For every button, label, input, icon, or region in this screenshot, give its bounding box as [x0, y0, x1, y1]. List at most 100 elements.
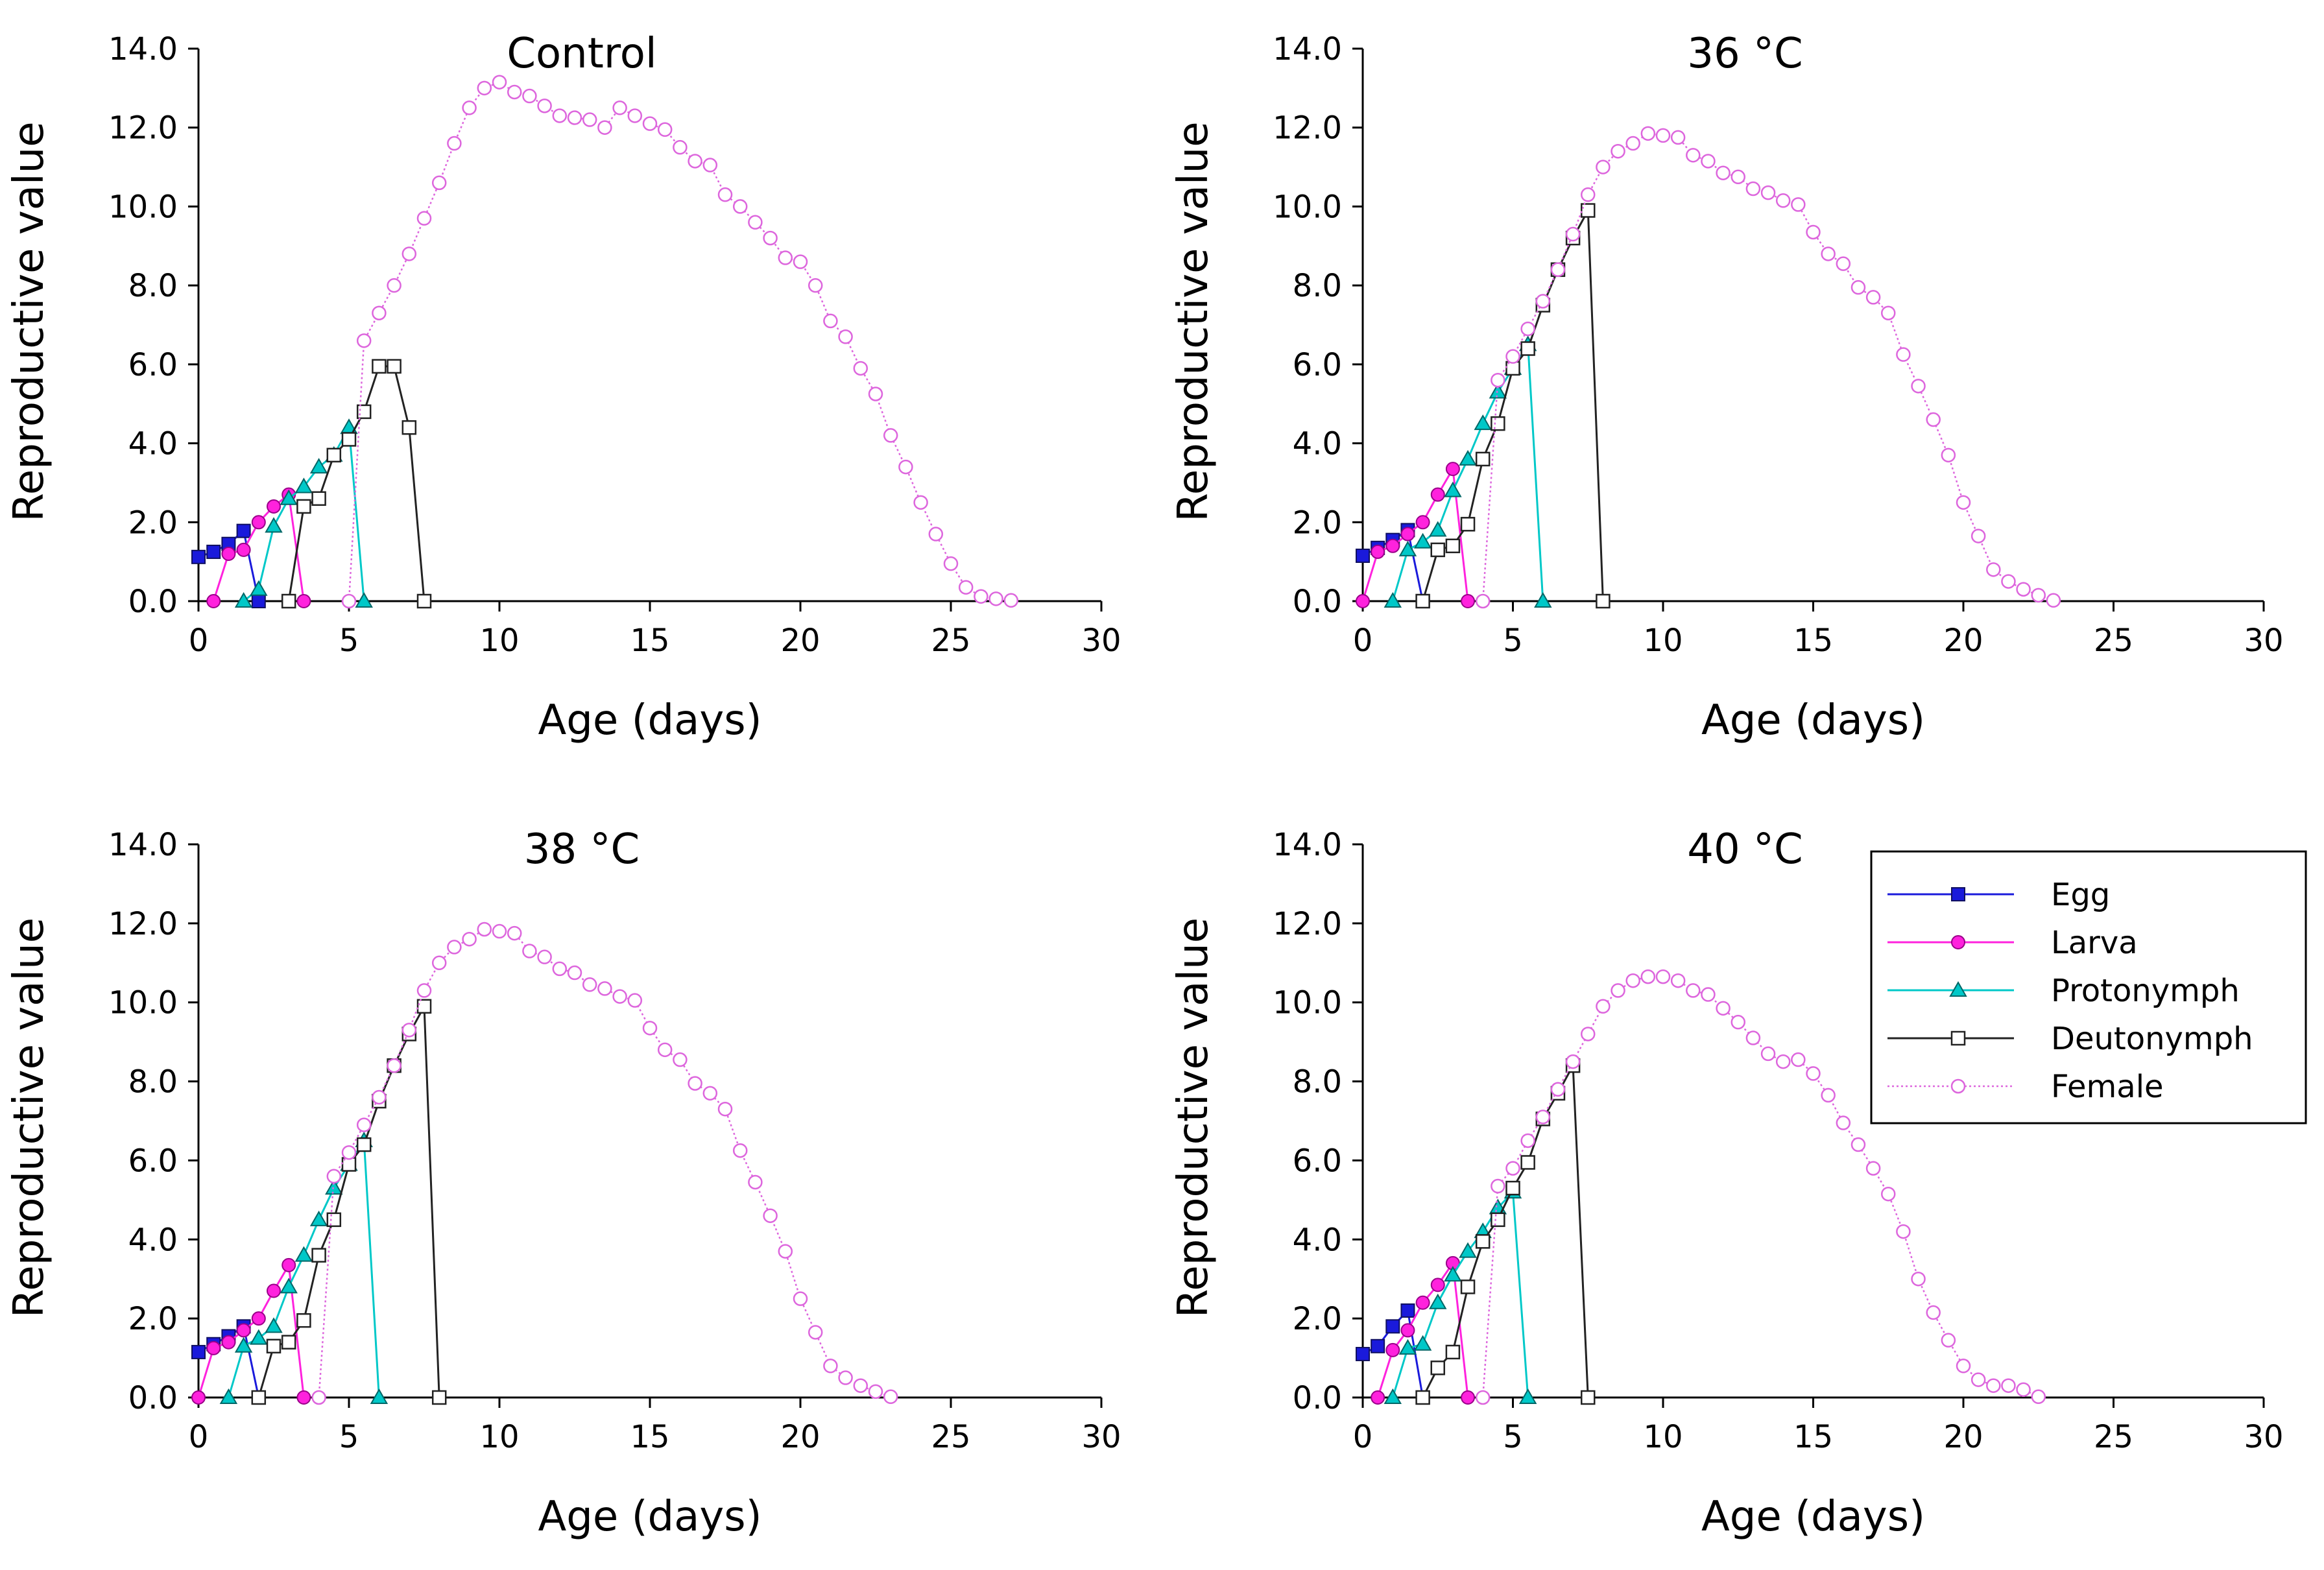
- female-point: [2046, 593, 2061, 608]
- female-point: [702, 1086, 718, 1101]
- deutonymph-point: [372, 359, 387, 374]
- female-point: [1806, 224, 1821, 240]
- female-point: [1655, 128, 1671, 143]
- protonymph-point: [234, 591, 253, 608]
- protonymph-point: [294, 477, 313, 494]
- female-point: [1625, 973, 1640, 988]
- female-point: [387, 278, 401, 293]
- female-point: [522, 944, 537, 958]
- larva-point: [1371, 1390, 1385, 1405]
- legend-marker-female: [1950, 1078, 1966, 1094]
- female-point: [778, 250, 793, 265]
- female-point: [1865, 1161, 1881, 1176]
- female-point: [1520, 321, 1535, 337]
- series-deutonymph: [1415, 1058, 1596, 1405]
- egg-point: [191, 549, 206, 564]
- y-tick-label: 2.0: [1293, 505, 1342, 541]
- y-tick-label: 4.0: [128, 426, 178, 462]
- female-point: [477, 922, 492, 937]
- female-point: [597, 120, 612, 135]
- female-point: [567, 110, 582, 125]
- female-point: [778, 1244, 793, 1259]
- x-tick-label: 25: [2094, 1419, 2133, 1455]
- legend-label-female: Female: [2051, 1069, 2164, 1105]
- egg-point: [236, 523, 251, 538]
- female-point: [1745, 1030, 1761, 1045]
- protonymph-point: [309, 458, 328, 474]
- x-tick-label: 5: [1503, 623, 1523, 659]
- x-tick-label: 15: [1793, 1419, 1833, 1455]
- female-point: [356, 333, 372, 348]
- protonymph-point: [1398, 540, 1417, 556]
- deutonymph-point: [1581, 1390, 1596, 1405]
- x-tick-label: 25: [931, 623, 970, 659]
- legend-label-protonymph: Protonymph: [2051, 973, 2240, 1009]
- larva-point: [1385, 1342, 1400, 1357]
- larva-point: [1415, 1295, 1430, 1310]
- deutonymph-point: [296, 1313, 311, 1328]
- female-point: [372, 1089, 387, 1105]
- deutonymph-point: [311, 491, 326, 506]
- female-point: [582, 112, 597, 127]
- female-point: [823, 313, 838, 329]
- deutonymph-point: [1596, 593, 1611, 609]
- larva-point: [221, 1335, 236, 1350]
- female-point: [808, 1325, 823, 1340]
- female-point: [372, 305, 387, 320]
- x-tick-label: 5: [1503, 1419, 1523, 1455]
- deutonymph-point: [326, 447, 342, 463]
- female-point: [1611, 983, 1625, 998]
- female-point: [612, 101, 627, 115]
- female-point: [507, 925, 522, 941]
- y-tick-label: 12.0: [108, 906, 178, 942]
- deutonymph-point: [1505, 1180, 1520, 1196]
- female-point: [311, 1390, 326, 1405]
- larva-point: [221, 546, 236, 561]
- series-larva: [1356, 462, 1476, 608]
- female-point: [1760, 185, 1776, 200]
- deutonymph-point: [401, 420, 417, 435]
- x-tick-label: 10: [1643, 1419, 1683, 1455]
- female-point: [1851, 1137, 1866, 1152]
- female-point: [1686, 148, 1701, 163]
- y-tick-label: 14.0: [1273, 31, 1342, 67]
- larva-point: [282, 1257, 296, 1272]
- deutonymph-point: [1445, 1344, 1461, 1360]
- y-tick-label: 8.0: [128, 1064, 178, 1100]
- y-tick-label: 4.0: [1293, 426, 1342, 462]
- female-point: [1851, 280, 1866, 295]
- protonymph-point: [1534, 591, 1552, 608]
- protonymph-point: [1398, 1338, 1417, 1355]
- y-tick-label: 6.0: [128, 1143, 178, 1179]
- y-tick-label: 6.0: [1293, 347, 1342, 383]
- female-point: [1716, 1001, 1731, 1016]
- female-point: [552, 108, 568, 123]
- protonymph-point: [1518, 1388, 1537, 1404]
- protonymph-point: [355, 591, 373, 608]
- legend-box: [1870, 850, 2307, 1124]
- y-tick-label: 12.0: [1273, 110, 1342, 147]
- deutonymph-point: [326, 1212, 342, 1228]
- female-point: [2031, 1389, 2046, 1405]
- female-point: [567, 965, 582, 981]
- female-point: [898, 459, 913, 475]
- female-point: [1581, 187, 1596, 202]
- female-point: [1701, 987, 1716, 1002]
- female-point: [717, 1101, 733, 1117]
- female-point: [522, 88, 537, 104]
- deutonymph-point: [1520, 341, 1535, 356]
- female-point: [1535, 294, 1551, 309]
- female-point: [1865, 290, 1881, 305]
- female-point: [1731, 169, 1745, 185]
- x-tick-label: 20: [1943, 1419, 1983, 1455]
- y-axis-label: Reproductive value: [5, 918, 53, 1318]
- female-point: [401, 1023, 417, 1038]
- female-point: [1956, 495, 1971, 510]
- protonymph-point: [250, 1329, 268, 1345]
- female-point: [1896, 347, 1911, 362]
- protonymph-point: [1384, 591, 1402, 608]
- series-deutonymph: [1415, 203, 1611, 609]
- deutonymph-point: [296, 499, 311, 514]
- female-point: [1611, 143, 1625, 159]
- female-point: [838, 1370, 853, 1385]
